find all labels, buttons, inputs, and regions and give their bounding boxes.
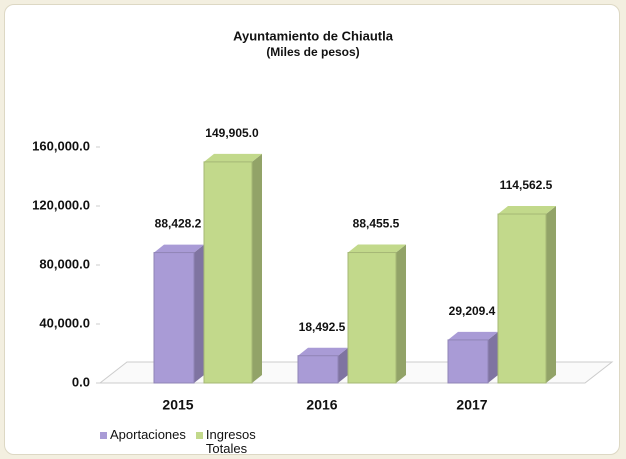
y-tick-label: 80,000.0 [39, 256, 90, 271]
bar [497, 213, 547, 384]
x-tick-label: 2015 [162, 397, 193, 413]
x-tick-label: 2017 [456, 397, 487, 413]
legend-entry: Aportaciones [100, 428, 186, 456]
bar-side [194, 244, 204, 383]
legend-label: Ingresos Totales [205, 427, 256, 456]
bar [297, 355, 339, 384]
bar-top [204, 153, 262, 162]
value-label: 88,428.2 [155, 217, 202, 231]
bar [203, 161, 253, 384]
bar-top [348, 244, 406, 253]
bar-side [396, 244, 406, 383]
bar-side [546, 206, 556, 383]
bar [447, 339, 489, 384]
y-tick-label: 0.0 [72, 374, 90, 389]
bar [153, 252, 195, 384]
bar-side [252, 153, 262, 383]
y-tick-label: 120,000.0 [32, 197, 90, 212]
value-label: 88,455.5 [353, 217, 400, 231]
bar-side [338, 347, 348, 383]
chart-title: Ayuntamiento de Chiautla [233, 28, 394, 43]
value-label: 149,905.0 [205, 126, 259, 140]
value-label: 18,492.5 [299, 320, 346, 334]
bar-side [488, 331, 498, 383]
bar-top [298, 347, 348, 356]
chart-subtitle: (Miles de pesos) [266, 45, 359, 59]
bar-top [154, 244, 204, 253]
value-label: 29,209.4 [449, 304, 496, 318]
legend-label: Aportaciones [110, 427, 186, 442]
bar-top [448, 331, 498, 340]
legend-entry: Ingresos Totales [195, 427, 286, 456]
bar-top [498, 206, 556, 215]
y-tick-label: 160,000.0 [32, 138, 90, 153]
legend-swatch [195, 432, 203, 439]
bar [347, 252, 397, 384]
legend: Aportaciones Ingresos Totales [100, 428, 286, 456]
x-tick-label: 2016 [306, 397, 337, 413]
y-tick-label: 40,000.0 [39, 315, 90, 330]
legend-swatch [100, 432, 107, 439]
value-label: 114,562.5 [500, 178, 553, 192]
